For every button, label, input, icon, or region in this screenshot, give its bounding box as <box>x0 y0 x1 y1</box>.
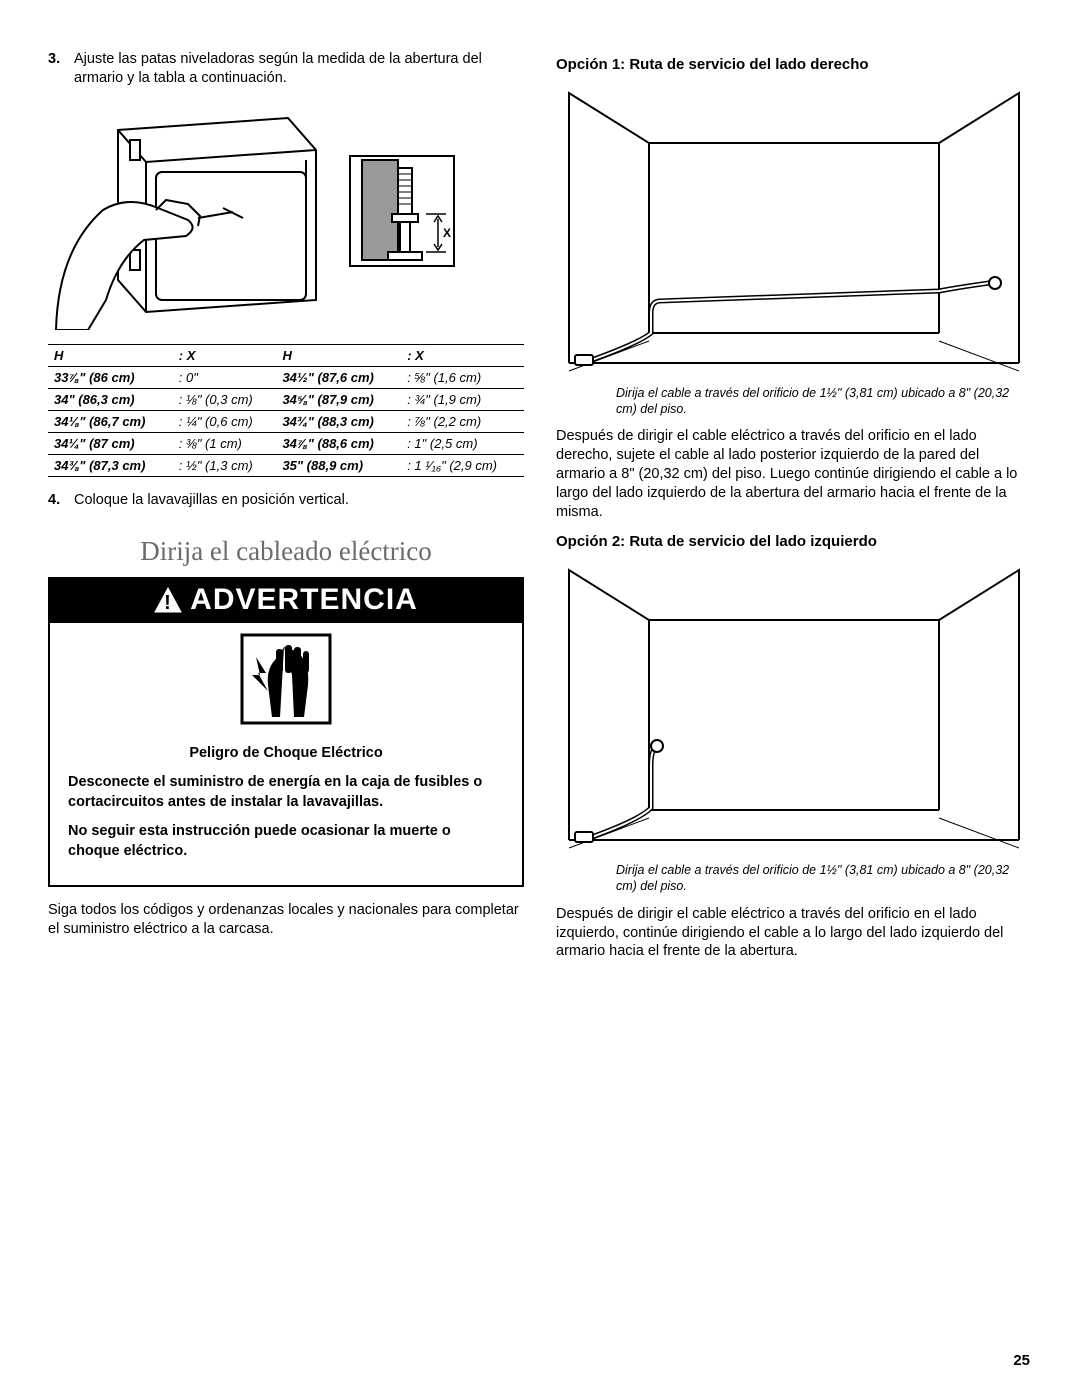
illustration-row: X <box>48 100 524 330</box>
body-text: Siga todos los códigos y ordenanzas loca… <box>48 901 524 939</box>
cabinet-option2-illustration <box>556 560 1032 850</box>
th: : X <box>401 344 524 366</box>
page-number: 25 <box>1013 1352 1030 1369</box>
option-1-text: Después de dirigir el cable eléctrico a … <box>556 427 1032 521</box>
step-number: 3. <box>48 50 74 88</box>
warning-box: ! ADVERTENCIA <box>48 577 524 888</box>
cabinet-option1-illustration <box>556 83 1032 373</box>
th: H <box>276 344 401 366</box>
warning-word: ADVERTENCIA <box>190 583 418 617</box>
step-number: 4. <box>48 491 74 510</box>
electric-shock-hand-icon <box>238 631 334 727</box>
measurement-table: H : X H : X 33⅞" (86 cm): 0"34½" (87,6 c… <box>48 344 524 477</box>
leveling-foot-inset: X <box>348 154 456 268</box>
th: : X <box>173 344 277 366</box>
section-title: Dirija el cableado eléctrico <box>48 536 524 567</box>
th: H <box>48 344 173 366</box>
inset-x-label: X <box>443 226 451 240</box>
left-column: 3. Ajuste las patas niveladoras según la… <box>48 50 524 973</box>
step-text: Coloque la lavavajillas en posición vert… <box>74 491 524 510</box>
warning-body: Peligro de Choque Eléctrico Desconecte e… <box>50 736 522 886</box>
warning-title: Peligro de Choque Eléctrico <box>68 744 504 764</box>
option-2-caption: Dirija el cable a través del orificio de… <box>616 863 1032 894</box>
warning-text: No seguir esta instrucción puede ocasion… <box>68 822 504 861</box>
warning-triangle-icon: ! <box>154 587 182 613</box>
step-4: 4. Coloque la lavavajillas en posición v… <box>48 491 524 510</box>
option-1-caption: Dirija el cable a través del orificio de… <box>616 386 1032 417</box>
option-1-title: Opción 1: Ruta de servicio del lado dere… <box>556 56 1032 73</box>
table-header-row: H : X H : X <box>48 344 524 366</box>
table-row: 34⅜" (87,3 cm): ½" (1,3 cm)35" (88,9 cm)… <box>48 454 524 476</box>
table-row: 33⅞" (86 cm): 0"34½" (87,6 cm): ⅝" (1,6 … <box>48 366 524 388</box>
table-row: 34¼" (87 cm): ⅜" (1 cm)34⅞" (88,6 cm): 1… <box>48 432 524 454</box>
option-2-title: Opción 2: Ruta de servicio del lado izqu… <box>556 533 1032 550</box>
option-2-text: Después de dirigir el cable eléctrico a … <box>556 905 1032 962</box>
table-row: 34" (86,3 cm): ⅛" (0,3 cm)34⅝" (87,9 cm)… <box>48 388 524 410</box>
step-text: Ajuste las patas niveladoras según la me… <box>74 50 524 88</box>
svg-text:!: ! <box>164 592 172 613</box>
warning-header: ! ADVERTENCIA <box>50 579 522 623</box>
warning-text: Desconecte el suministro de energía en l… <box>68 773 504 812</box>
table-row: 34⅛" (86,7 cm): ¼" (0,6 cm)34¾" (88,3 cm… <box>48 410 524 432</box>
step-3: 3. Ajuste las patas niveladoras según la… <box>48 50 524 88</box>
right-column: Opción 1: Ruta de servicio del lado dere… <box>556 50 1032 973</box>
dishwasher-leveling-illustration <box>48 100 338 330</box>
